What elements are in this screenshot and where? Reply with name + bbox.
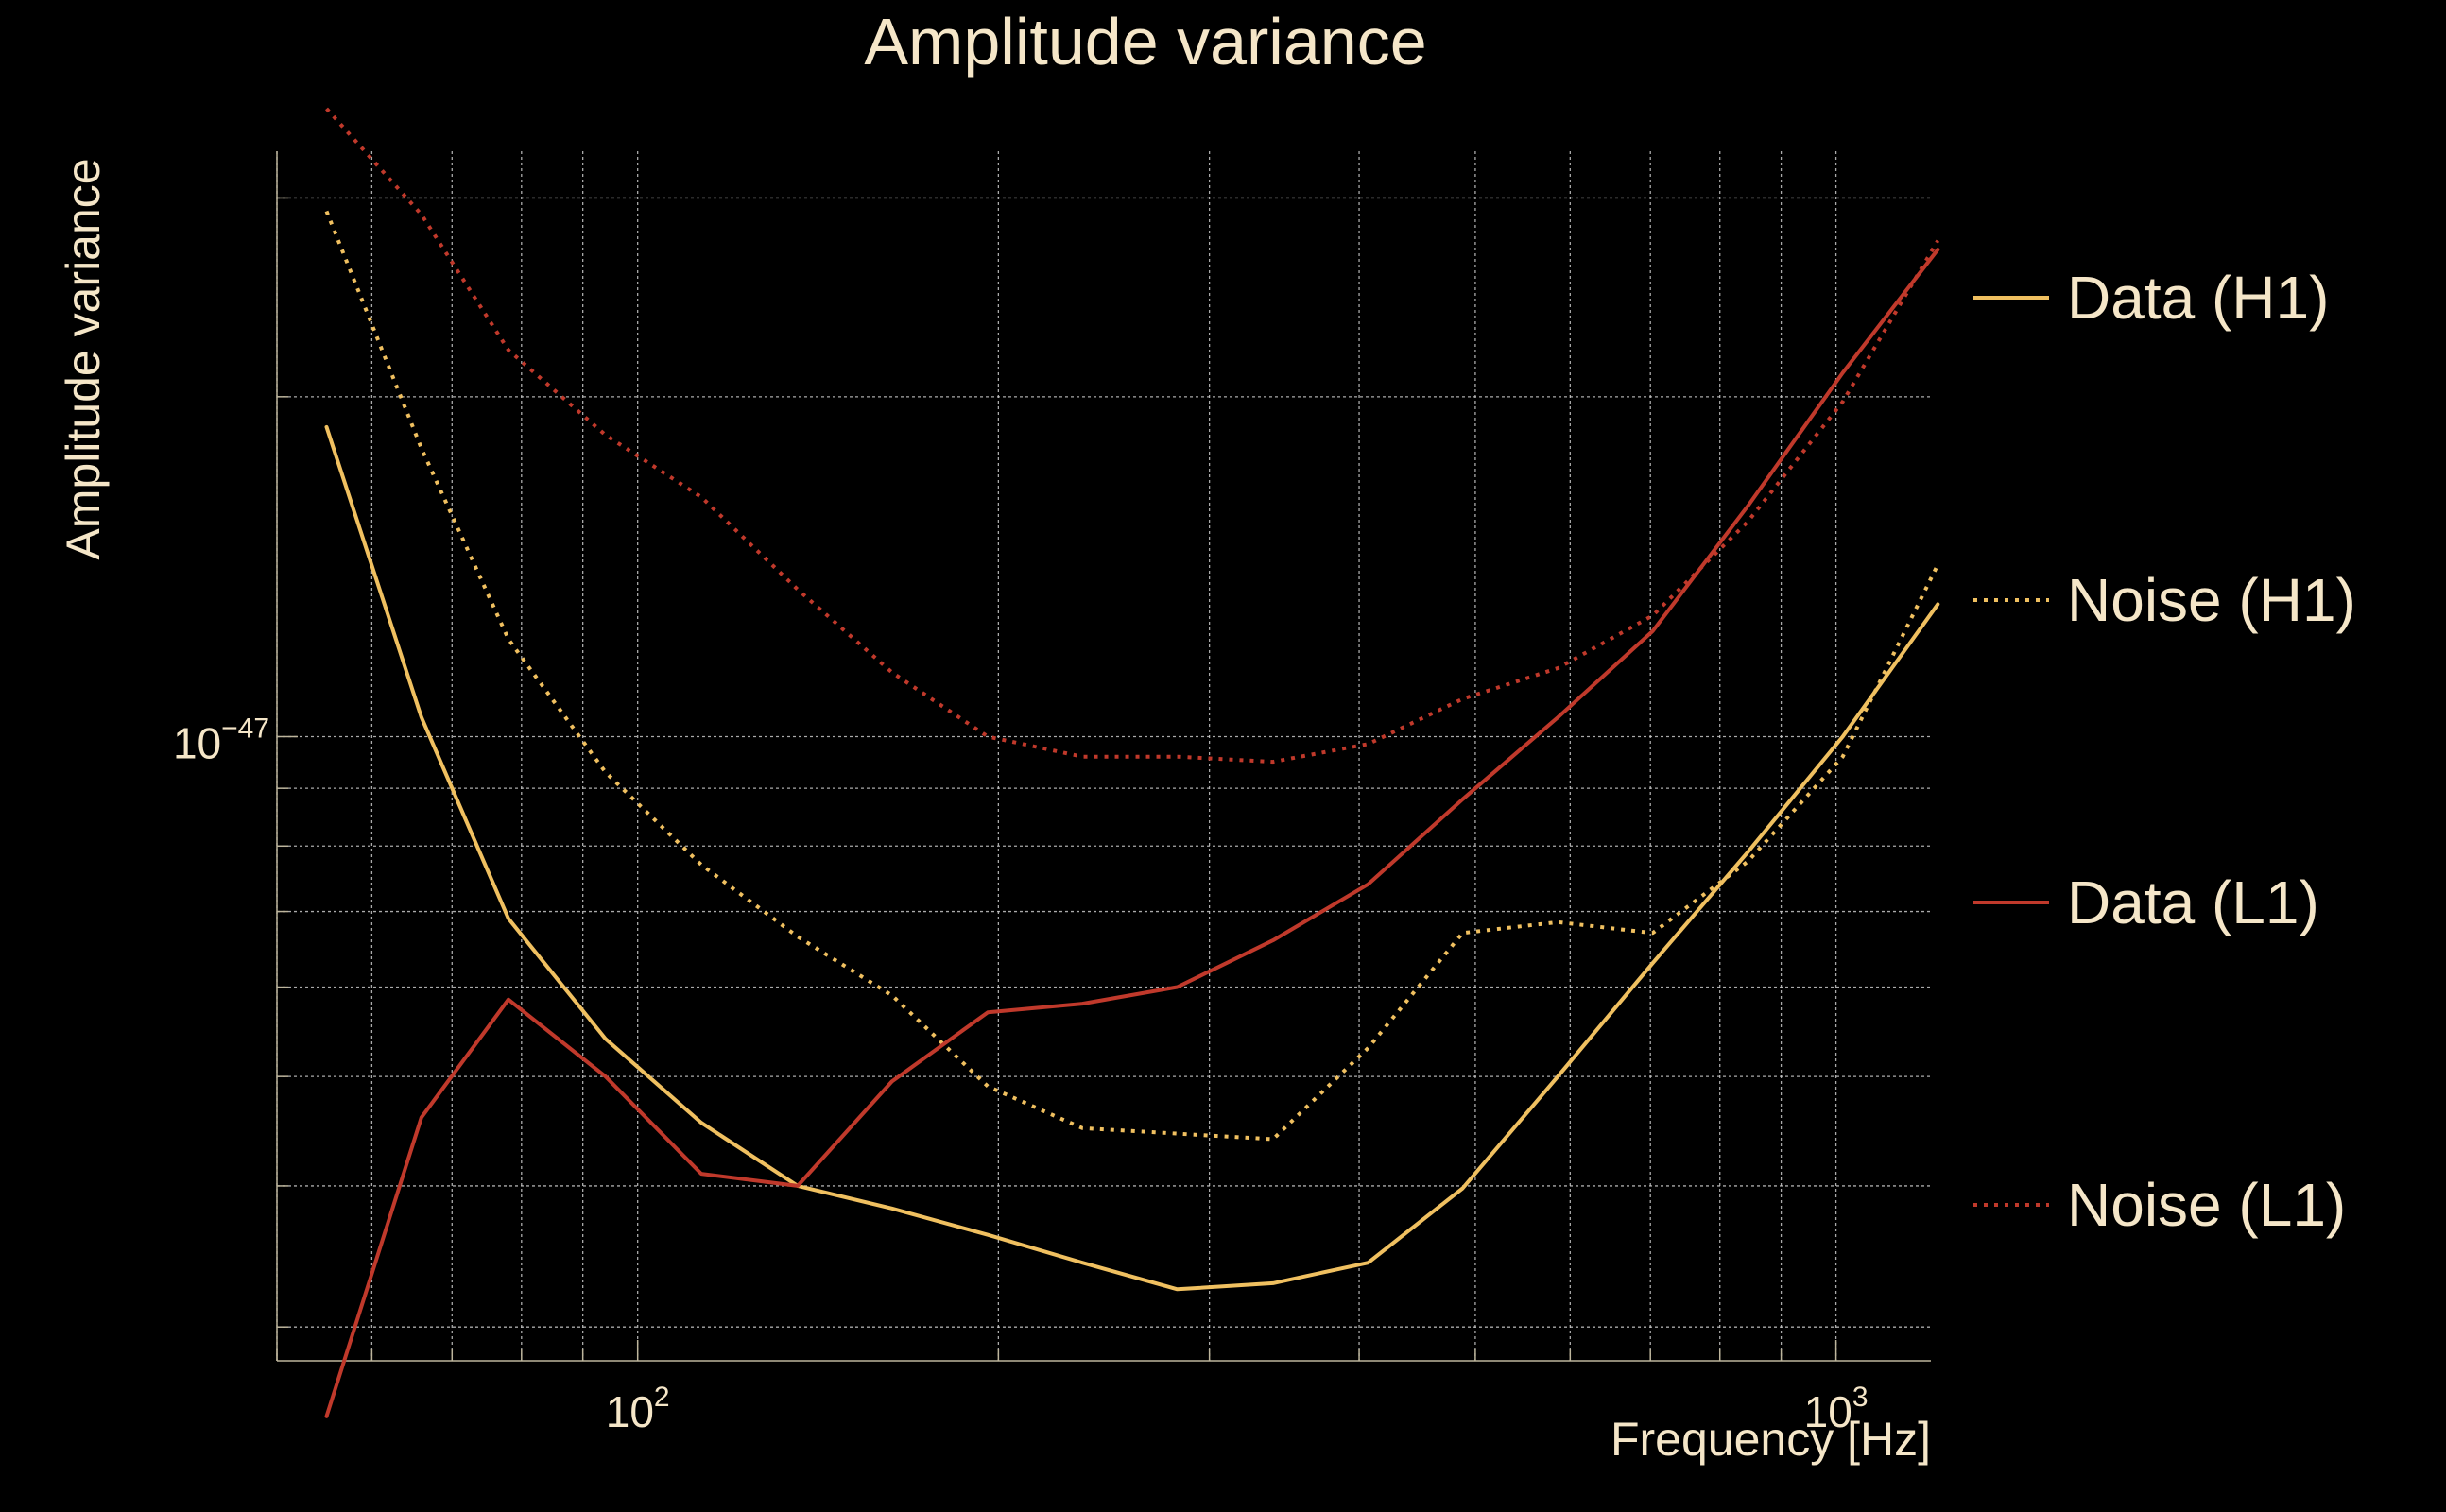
x-tick-label: 103 (1804, 1382, 1869, 1436)
plot-frame (276, 151, 1931, 1362)
legend: Data (H1) Noise (H1) Data (L1) Noise (L1) (1973, 264, 2356, 1239)
series-line-data-h1 (324, 424, 1940, 1292)
series-line-data-l1 (324, 248, 1940, 1418)
legend-label: Data (L1) (2067, 868, 2319, 936)
chart-title: Amplitude variance (864, 5, 1426, 78)
grid (276, 151, 1931, 1361)
x-axis-ticks: 102 103 (606, 1382, 1869, 1436)
x-tick-label: 102 (606, 1382, 670, 1436)
legend-label: Data (H1) (2067, 264, 2329, 332)
legend-label: Noise (L1) (2067, 1171, 2346, 1239)
y-axis-ticks: 10−47 (173, 713, 269, 767)
y-tick-label: 10−47 (173, 713, 269, 767)
y-axis-label: Amplitude variance (57, 158, 110, 559)
x-axis-label: Frequency [Hz] (1611, 1413, 1931, 1466)
legend-label: Noise (H1) (2067, 566, 2356, 634)
series-lines (324, 107, 1940, 1418)
